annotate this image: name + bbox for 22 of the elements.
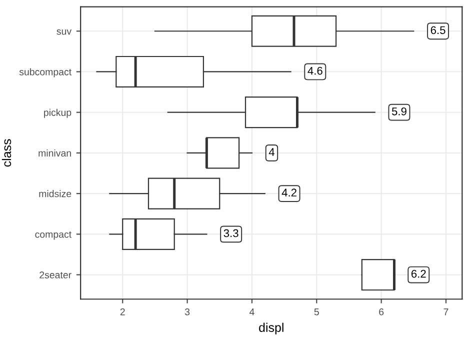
annotation: 6.5 <box>430 26 446 34</box>
annotation: 3.3 <box>224 229 238 238</box>
annotation: 5.9 <box>392 107 406 116</box>
x-tick-label: 2 <box>120 308 125 316</box>
y-tick-label: 2seater <box>40 272 72 278</box>
y-tick-label: midsize <box>39 190 72 198</box>
y-tick-label: suv <box>56 29 72 35</box>
y-tick-label: pickup <box>44 108 72 118</box>
annotation: 4 <box>268 148 274 156</box>
annotation: 4.2 <box>282 188 296 196</box>
x-tick-label: 4 <box>249 308 254 316</box>
y-tick-label: compact <box>35 231 72 240</box>
x-tick-label: 3 <box>184 308 190 316</box>
annotation: 6.2 <box>411 270 426 278</box>
y-tick-label: subcompact <box>19 68 72 78</box>
x-axis-title: displ <box>259 322 284 334</box>
x-tick-label: 7 <box>444 308 448 316</box>
y-axis-title: class <box>2 139 12 167</box>
x-tick-label: 6 <box>379 308 384 316</box>
x-tick-label: 5 <box>314 308 319 316</box>
y-tick-label: minivan <box>38 149 71 157</box>
annotation: 4.6 <box>308 66 322 75</box>
